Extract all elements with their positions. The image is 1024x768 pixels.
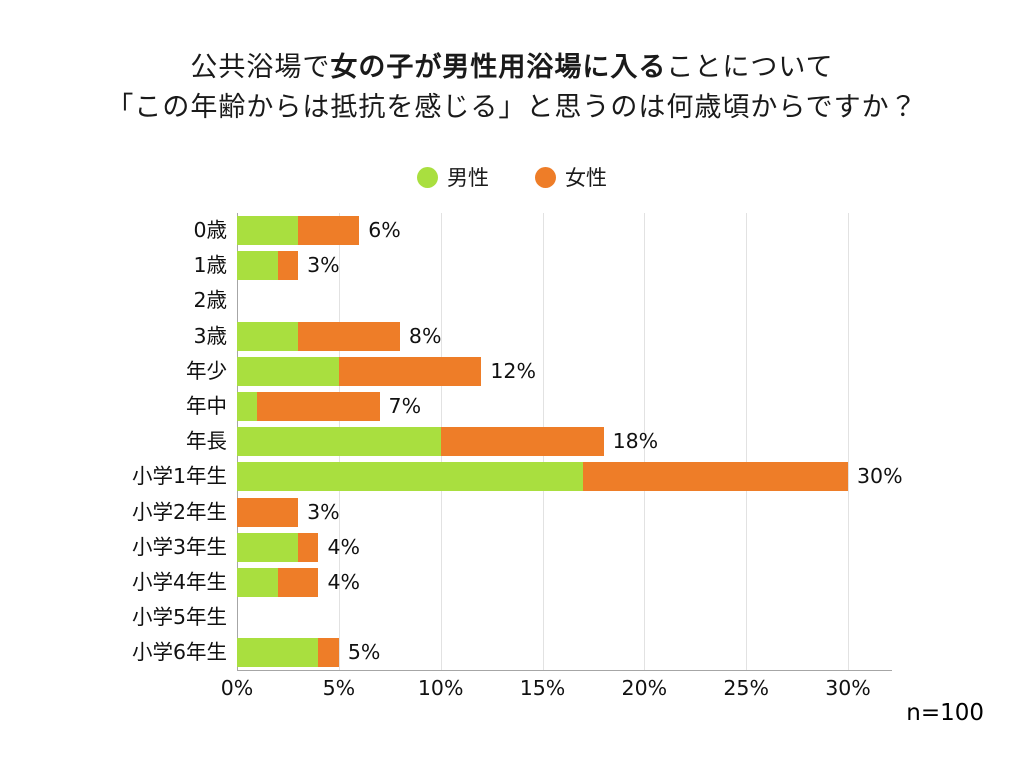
bar-track: 8% <box>237 321 442 351</box>
bar-segment-male <box>237 532 299 562</box>
bar-segment-female <box>583 462 848 492</box>
x-axis-line <box>237 670 892 671</box>
title-text-regular: 公共浴場で <box>190 52 331 83</box>
bar-value-label: 3% <box>307 253 340 278</box>
bar-segment-female <box>237 497 299 527</box>
chart-row: 小学3年生 4% <box>0 530 1024 565</box>
chart-title-line1: 公共浴場で女の子が男性用浴場に入ることについて <box>0 48 1024 88</box>
bar-track: 4% <box>237 532 360 562</box>
chart-row: 小学1年生 30% <box>0 459 1024 494</box>
bar-value-label: 5% <box>347 640 381 665</box>
bar-value-label: 12% <box>490 358 536 383</box>
male-series-dot-icon <box>417 166 438 188</box>
category-label: 年中 <box>186 394 227 418</box>
chart-row: 2歳 <box>0 283 1024 318</box>
x-tick-label: 5% <box>322 676 356 700</box>
chart-row: 0歳 6% <box>0 213 1024 248</box>
chart-row: 3歳 8% <box>0 319 1024 354</box>
legend-label-male: 男性 <box>447 166 489 190</box>
bar-track: 4% <box>237 568 360 597</box>
chart-row: 小学2年生 3% <box>0 495 1024 530</box>
bar-segment-female <box>298 216 360 245</box>
chart-row: 小学4年生 4% <box>0 565 1024 600</box>
category-label: 小学2年生 <box>131 499 227 524</box>
bar-segment-male <box>237 356 339 386</box>
category-label: 年長 <box>186 429 227 454</box>
bar-track: 12% <box>237 356 536 386</box>
category-label: 小学6年生 <box>131 640 227 665</box>
category-label: 0歳 <box>193 218 227 242</box>
chart-row: 小学6年生 5% <box>0 635 1024 670</box>
bar-segment-female <box>338 356 482 386</box>
legend-label-female: 女性 <box>565 166 607 190</box>
legend-item-female: 女性 <box>535 162 607 192</box>
category-label: 小学3年生 <box>131 534 227 559</box>
bar-track: 7% <box>237 392 421 421</box>
bar-segment-male <box>237 462 584 492</box>
chart-row: 1歳 3% <box>0 248 1024 283</box>
legend: 男性 女性 <box>0 162 1024 192</box>
bar-track: 6% <box>237 216 401 245</box>
chart-title: 公共浴場で女の子が男性用浴場に入ることについて 「この年齢からは抵抗を感じる」と… <box>0 48 1024 128</box>
category-label: 小学1年生 <box>131 464 227 489</box>
bar-segment-male <box>237 392 258 421</box>
bar-segment-female <box>277 568 319 597</box>
category-label: 2歳 <box>193 288 227 313</box>
bar-segment-male <box>237 321 299 351</box>
chart-row: 年中 7% <box>0 389 1024 424</box>
chart-row: 小学5年生 <box>0 600 1024 635</box>
bar-value-label: 8% <box>408 323 442 348</box>
gridline <box>746 213 748 671</box>
bar-track: 5% <box>237 638 381 668</box>
category-label: 3歳 <box>193 323 227 348</box>
bar-segment-male <box>237 251 278 281</box>
category-label: 小学5年生 <box>131 605 227 630</box>
bar-segment-female <box>440 427 604 457</box>
bar-segment-male <box>237 638 319 668</box>
chart-row: 年長 18% <box>0 424 1024 459</box>
bar-value-label: 6% <box>368 218 401 242</box>
female-series-dot-icon <box>535 166 556 188</box>
category-label: 1歳 <box>193 253 227 278</box>
bar-segment-female <box>277 251 299 281</box>
x-tick-label: 10% <box>417 676 464 700</box>
gridline <box>848 213 849 671</box>
bar-value-label: 7% <box>388 394 422 418</box>
chart-row: 年少 12% <box>0 354 1024 389</box>
bar-value-label: 3% <box>307 499 340 524</box>
bar-value-label: 18% <box>612 429 659 454</box>
title-text-bold: 女の子が男性用浴場に入る <box>330 52 667 83</box>
bar-value-label: 4% <box>327 534 360 559</box>
category-label: 年少 <box>186 358 227 383</box>
x-tick-label: 30% <box>825 676 871 700</box>
bar-segment-male <box>237 216 299 245</box>
x-tick-label: 0% <box>220 676 254 700</box>
bar-value-label: 4% <box>327 570 360 594</box>
bar-segment-female <box>298 321 400 351</box>
legend-item-male: 男性 <box>417 162 489 192</box>
bar-segment-male <box>237 427 441 457</box>
bar-value-label: 30% <box>856 464 903 489</box>
category-label: 小学4年生 <box>131 570 227 594</box>
x-tick-label: 25% <box>723 676 769 700</box>
x-tick-label: 20% <box>621 676 668 700</box>
bar-track: 3% <box>237 497 340 527</box>
bar-segment-female <box>257 392 380 421</box>
x-tick-label: 15% <box>519 676 566 700</box>
gridline <box>644 213 646 671</box>
sample-size-note: n=100 <box>906 700 984 726</box>
chart-title-line2: 「この年齢からは抵抗を感じる」と思うのは何歳頃からですか？ <box>106 92 918 123</box>
title-text-regular-2: ことについて <box>666 52 834 83</box>
bar-track: 18% <box>237 427 659 457</box>
bar-segment-male <box>237 568 278 597</box>
bar-segment-female <box>318 638 339 668</box>
bar-segment-female <box>298 532 319 562</box>
bar-track: 30% <box>237 462 903 492</box>
bar-track: 3% <box>237 251 340 281</box>
